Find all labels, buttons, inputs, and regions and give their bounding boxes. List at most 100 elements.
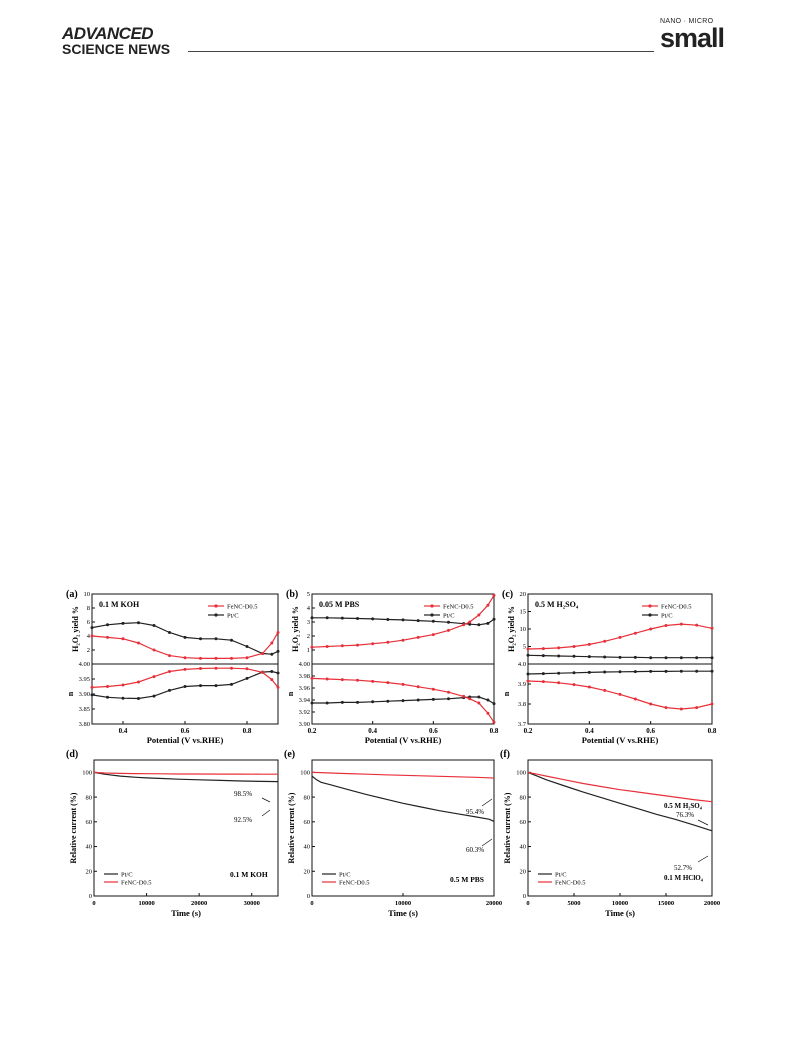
chart-c-top-fenc-point bbox=[526, 647, 530, 651]
chart-c-top-fenc-point bbox=[633, 631, 637, 635]
chart-c-top-ptc-point bbox=[587, 655, 591, 659]
chart-c-bottom-fenc-point bbox=[664, 706, 668, 710]
chart-a-bottom-ptc-point bbox=[199, 684, 202, 688]
chart-f-ylabel: Relative current (%) bbox=[503, 792, 512, 863]
chart-e-xlabel: Time (s) bbox=[388, 908, 418, 918]
chart-a-condition: 0.1 M KOH bbox=[99, 600, 140, 609]
chart-b-top-ptc-point bbox=[401, 618, 405, 622]
chart-a-top-fenc-point bbox=[106, 635, 109, 639]
chart-f-annotation: 76.3% bbox=[676, 811, 694, 819]
chart-b-ylabel-top: H₂O₂ yield % bbox=[291, 606, 300, 652]
chart-c-ytick-label-bottom: 4.0 bbox=[518, 661, 526, 668]
chart-c-condition: 0.5 M H₂SO₄ bbox=[535, 600, 579, 609]
chart-b-xlabel: Potential (V vs.RHE) bbox=[365, 735, 442, 745]
chart-a-bottom-fenc-point bbox=[121, 683, 125, 687]
chart-b-bottom-fenc-point bbox=[477, 701, 481, 705]
chart-d-fenc-line bbox=[93, 771, 278, 775]
chart-c-bottom-fenc-point bbox=[695, 706, 699, 710]
chart-a-xtick-label: 0.6 bbox=[181, 727, 190, 735]
chart-a-top-fenc-point bbox=[270, 641, 274, 645]
chart-c-top-ptc-point bbox=[710, 656, 714, 660]
chart-a-top-fenc-point bbox=[121, 637, 125, 641]
chart-a-bottom-ptc-point bbox=[245, 676, 249, 680]
chart-c-bottom-fenc-point bbox=[587, 685, 591, 689]
chart-a-legend-marker bbox=[214, 604, 218, 608]
chart-f-annotation: 0.5 M H₂SO₄ bbox=[664, 802, 703, 810]
chart-b-top-ptc-point bbox=[356, 617, 359, 620]
chart-b-top-fenc-point bbox=[477, 613, 481, 617]
chart-b-top-fenc-point bbox=[416, 635, 420, 639]
chart-c-top-ptc-point bbox=[664, 656, 668, 660]
chart-c-legend-label: Pt/C bbox=[661, 613, 673, 620]
chart-d-xlabel: Time (s) bbox=[171, 908, 201, 918]
chart-b-bottom-fenc-point bbox=[371, 679, 375, 683]
chart-f-annotation-arrow bbox=[697, 819, 709, 826]
chart-a-bottom-fenc-point bbox=[270, 678, 274, 682]
chart-b-bottom-fenc-point bbox=[486, 711, 490, 715]
chart-b-bottom-fenc-point bbox=[431, 687, 435, 691]
journal-name-advanced: ADVANCED bbox=[62, 24, 154, 43]
chart-c-bottom-ptc-point bbox=[587, 670, 591, 674]
chart-b-top-fenc-point bbox=[431, 633, 435, 637]
chart-d-annotation-arrow bbox=[261, 809, 271, 817]
chart-b-top-fenc-point bbox=[325, 645, 329, 648]
chart-a-ytick-label-top: 6 bbox=[87, 619, 91, 626]
chart-b-top-ptc-point bbox=[310, 616, 314, 620]
chart-d-legend-label: Pt/C bbox=[121, 871, 133, 878]
chart-a-top-fenc-point bbox=[230, 656, 233, 660]
chart-b-xtick-label: 0.4 bbox=[368, 727, 377, 735]
chart-d-ytick-label: 0 bbox=[89, 893, 92, 900]
chart-b-bottom-fenc-point bbox=[416, 685, 420, 689]
chart-a-top-ptc-point bbox=[183, 635, 187, 639]
chart-f-legend-label: Pt/C bbox=[555, 871, 567, 878]
chart-c-bottom-ptc-point bbox=[664, 669, 668, 673]
chart-f-ytick-label: 80 bbox=[520, 794, 527, 801]
chart-a-top-fenc-point bbox=[183, 656, 187, 660]
chart-b-ytick-label-bottom: 3.90 bbox=[299, 721, 310, 728]
chart-e-xtick-label: 0 bbox=[310, 900, 313, 907]
chart-d-ytick-label: 20 bbox=[86, 868, 93, 875]
chart-a-top-ptc-point bbox=[106, 623, 109, 627]
chart-a-bottom-ptc-point bbox=[90, 693, 94, 697]
chart-b-ytick-label-bottom: 3.96 bbox=[299, 685, 311, 692]
chart-c-bottom-ptc-point bbox=[541, 672, 545, 676]
chart-b-bottom-ptc-point bbox=[486, 698, 490, 702]
chart-b-top-ptc-point bbox=[325, 616, 329, 620]
chart-d-xtick-label: 0 bbox=[92, 900, 95, 907]
chart-c-top-fenc-point bbox=[679, 622, 683, 626]
chart-a-bottom-ptc-point bbox=[230, 682, 233, 686]
chart-a-bottom-fenc-point bbox=[90, 685, 94, 689]
chart-c-bottom-fenc-point bbox=[541, 680, 545, 684]
chart-a-bottom-fenc-point bbox=[137, 680, 140, 684]
chart-b-top-fenc-point bbox=[310, 645, 314, 649]
chart-a-bottom-fenc-line bbox=[91, 667, 279, 688]
chart-c-top-fenc-point bbox=[695, 623, 699, 627]
chart-a-top-ptc-point bbox=[276, 649, 280, 653]
chart-b-bottom-ptc-point bbox=[325, 701, 329, 705]
chart-a-bottom-ptc-point bbox=[214, 684, 218, 688]
chart-f-annotation: 0.1 M HClO₄ bbox=[664, 874, 704, 882]
chart-c-bottom-ptc-point bbox=[557, 671, 561, 675]
chart-b-bottom-ptc-point bbox=[386, 699, 390, 703]
chart-b-bottom-fenc-point bbox=[325, 677, 329, 681]
chart-b-ytick-label-bottom: 3.98 bbox=[299, 673, 310, 680]
journal-name-small: small bbox=[660, 23, 725, 53]
chart-c-ytick-label-bottom: 3.9 bbox=[518, 681, 526, 688]
journal-name-science-news: SCIENCE NEWS bbox=[62, 41, 171, 57]
chart-c-top-ptc-point bbox=[541, 654, 545, 658]
chart-b-bottom-ptc-point bbox=[401, 699, 405, 703]
chart-b-panel-label: (b) bbox=[286, 589, 298, 600]
chart-a-xlabel: Potential (V vs.RHE) bbox=[147, 735, 224, 745]
chart-e-annotation-arrow bbox=[481, 838, 493, 847]
chart-a-top-ptc-point bbox=[121, 621, 125, 625]
chart-a-top-ptc-point bbox=[137, 621, 140, 625]
chart-d-xtick-label: 10000 bbox=[138, 900, 154, 907]
chart-e-ytick-label: 40 bbox=[304, 844, 311, 851]
chart-d-annotation: 98.5% bbox=[234, 790, 252, 798]
chart-a-bottom-fenc-point bbox=[230, 666, 233, 670]
chart-e-ylabel: Relative current (%) bbox=[287, 792, 296, 863]
chart-c-bottom-ptc-point bbox=[649, 669, 653, 673]
chart-c-bottom-ptc-point bbox=[695, 669, 699, 673]
chart-b-legend-marker bbox=[430, 613, 434, 617]
chart-a-ylabel-bottom: n bbox=[66, 691, 75, 696]
